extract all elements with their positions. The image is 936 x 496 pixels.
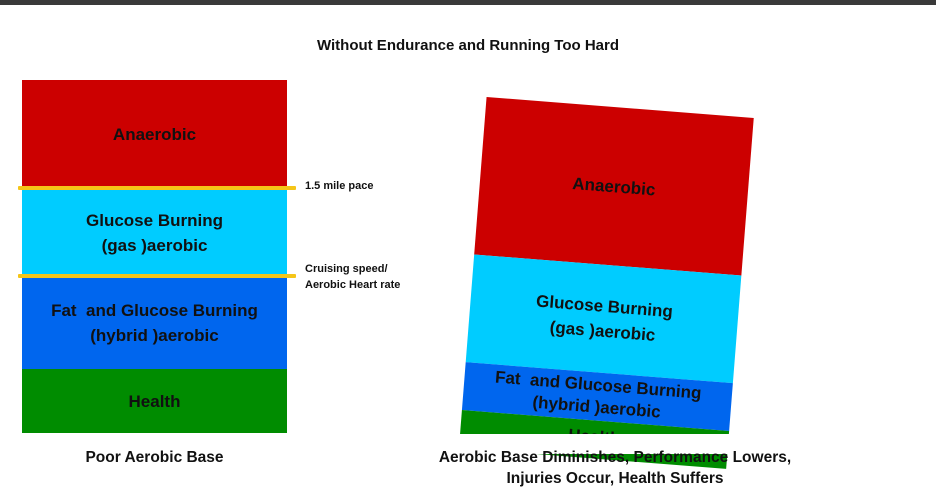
right-caption: Aerobic Base Diminishes, Performance Low… [400, 447, 830, 489]
cruising-label-line2: Aerobic Heart rate [305, 279, 401, 291]
left-hybrid-label-line2: (hybrid )aerobic [90, 326, 219, 345]
left-anaerobic-label: Anaerobic [112, 124, 197, 144]
right-stack: Anaerobic Glucose Burning (gas )aerobic … [458, 96, 754, 469]
right-caption-line1: Aerobic Base Diminishes, Performance Low… [438, 449, 792, 466]
diagram-title: Without Endurance and Running Too Hard [316, 37, 620, 54]
cruising-label-line1: Cruising speed/ [305, 263, 388, 275]
left-hybrid-label-line1: Fat and Glucose Burning [51, 301, 258, 320]
left-hybrid-band: Fat and Glucose Burning (hybrid )aerobic [22, 277, 287, 369]
left-glucose-label-line1: Glucose Burning [86, 210, 223, 230]
left-health-band: Health [22, 369, 287, 433]
left-glucose-band: Glucose Burning (gas )aerobic [22, 188, 287, 277]
bottom-crop-mask [440, 434, 780, 454]
cruising-threshold-line [18, 274, 296, 278]
left-health-label: Health [128, 391, 181, 411]
cruising-speed-label: Cruising speed/ Aerobic Heart rate [305, 261, 400, 293]
right-glucose-band: Glucose Burning (gas )aerobic [465, 254, 742, 384]
pace-label: 1.5 mile pace [305, 180, 374, 192]
pace-threshold-line [18, 186, 296, 190]
right-anaerobic-band: Anaerobic [474, 96, 754, 276]
left-anaerobic-band: Anaerobic [22, 80, 287, 188]
top-bar [0, 0, 936, 5]
right-caption-line2: Injuries Occur, Health Suffers [506, 470, 724, 487]
right-anaerobic-label: Anaerobic [571, 173, 657, 199]
left-stack: Anaerobic Glucose Burning (gas )aerobic … [22, 80, 287, 433]
left-glucose-label-line2: (gas )aerobic [101, 235, 208, 255]
left-caption: Poor Aerobic Base [85, 449, 224, 466]
